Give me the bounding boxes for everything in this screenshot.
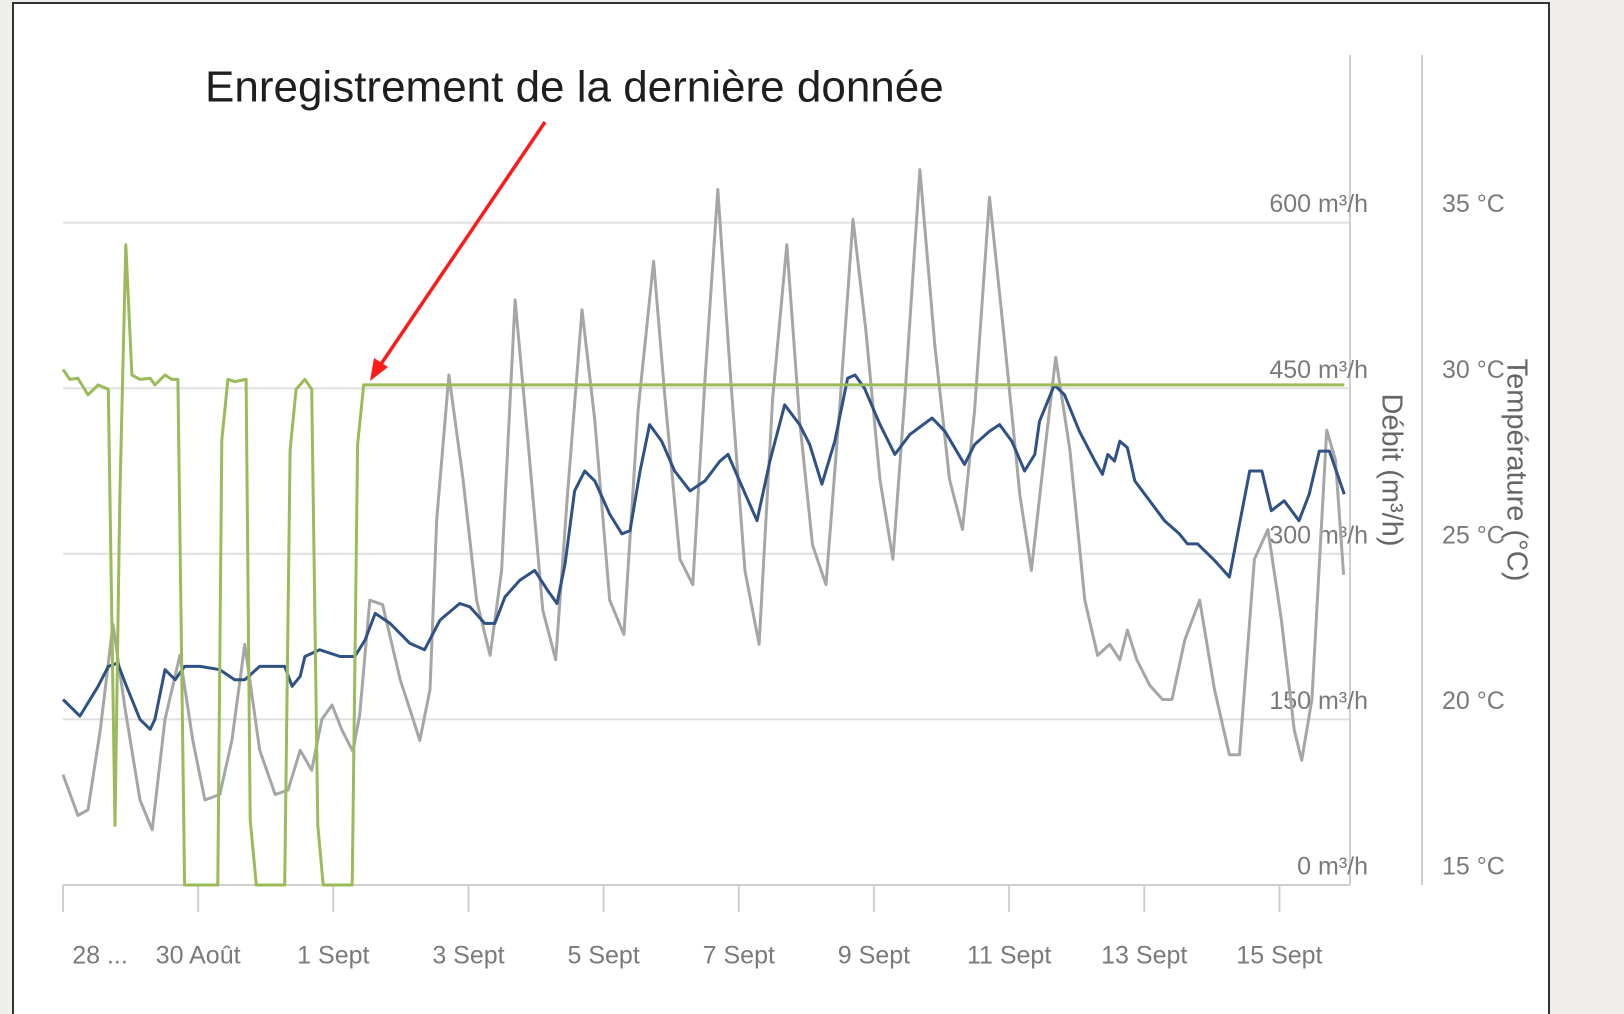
x-tick-label: 28 ... bbox=[72, 942, 128, 970]
x-tick-label: 7 Sept bbox=[703, 942, 775, 970]
y-tick-label: 600 m³/h bbox=[1269, 190, 1368, 218]
y-tick-label: 0 m³/h bbox=[1297, 853, 1368, 881]
x-tick-label: 3 Sept bbox=[432, 942, 504, 970]
x-tick-label: 15 Sept bbox=[1236, 942, 1322, 970]
y2-tick-label: 20 °C bbox=[1442, 687, 1505, 715]
x-tick-label: 5 Sept bbox=[567, 942, 639, 970]
y2-tick-label: 35 °C bbox=[1442, 190, 1505, 218]
series-line bbox=[61, 168, 1346, 832]
annotation-arrow bbox=[375, 121, 547, 371]
series-line bbox=[61, 373, 1346, 731]
series-line bbox=[61, 243, 1345, 887]
y-tick-label: 150 m³/h bbox=[1269, 687, 1368, 715]
y2-tick-label: 25 °C bbox=[1442, 521, 1505, 549]
annotation: Enregistrement de la dernière donnée bbox=[205, 63, 944, 112]
x-tick-label: 13 Sept bbox=[1101, 942, 1187, 970]
x-tick-label: 30 Août bbox=[156, 942, 241, 970]
y-tick-label: 300 m³/h bbox=[1269, 521, 1368, 549]
y-tick-label: 450 m³/h bbox=[1269, 356, 1368, 384]
y2-tick-label: 15 °C bbox=[1442, 853, 1505, 881]
annotation-arrowhead bbox=[370, 358, 388, 381]
y2-axis-title: Température (°C) bbox=[1500, 359, 1532, 582]
x-tick-label: 11 Sept bbox=[967, 942, 1051, 970]
chart-panel bbox=[12, 2, 1550, 1014]
x-tick-label: 1 Sept bbox=[297, 942, 369, 970]
y2-tick-label: 30 °C bbox=[1442, 356, 1505, 384]
y-axis-title: Débit (m³/h) bbox=[1375, 393, 1407, 546]
x-tick-label: 9 Sept bbox=[838, 942, 910, 970]
